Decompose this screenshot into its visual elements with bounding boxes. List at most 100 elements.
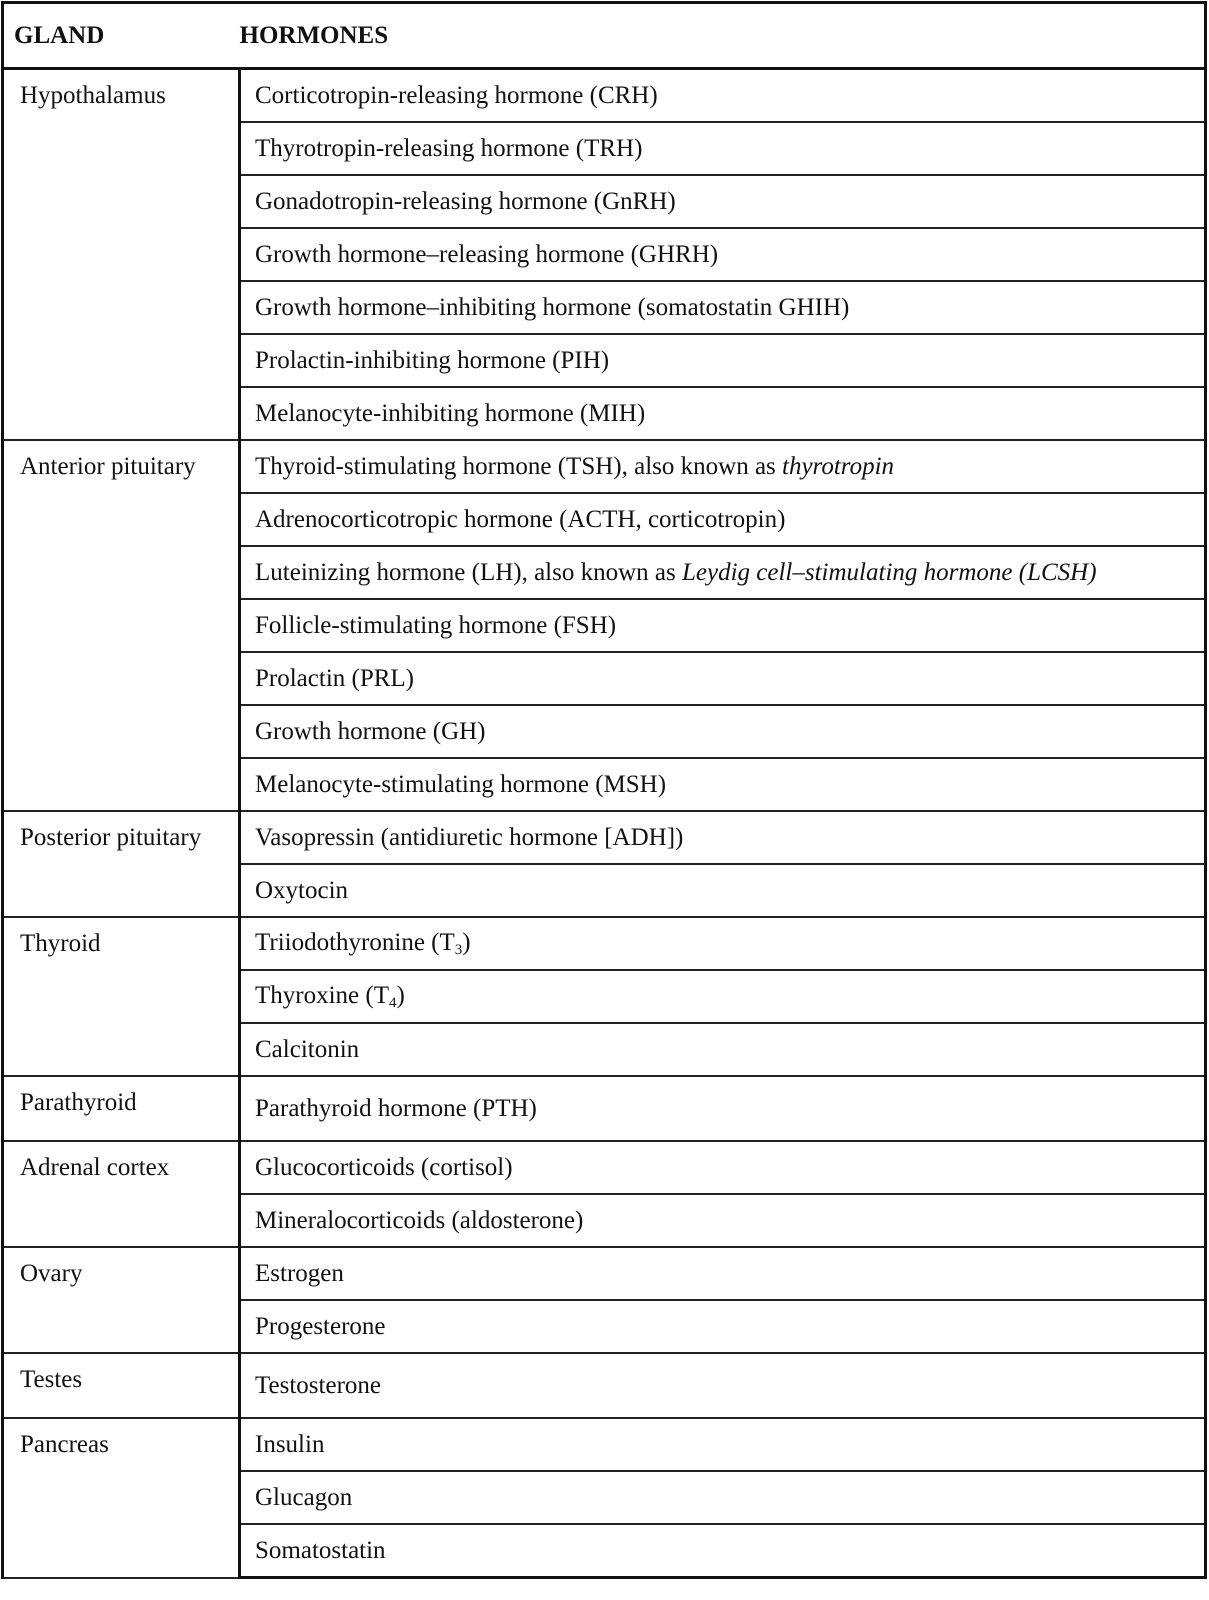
subscript-text: 4 <box>388 994 397 1011</box>
table-row: Mineralocorticoids (aldosterone) <box>3 1193 1207 1248</box>
table-row: Melanocyte-inhibiting hormone (MIH) <box>3 386 1207 441</box>
hormone-cell: Follicle-stimulating hormone (FSH) <box>238 598 1207 653</box>
hormone-text: Follicle-stimulating hormone (FSH) <box>255 611 617 639</box>
table-row: Thyrotropin-releasing hormone (TRH) <box>3 121 1207 176</box>
hormone-cell: Corticotropin-releasing hormone (CRH) <box>238 67 1207 123</box>
table-row: Growth hormone–releasing hormone (GHRH) <box>3 227 1207 282</box>
hormone-cell: Oxytocin <box>238 863 1207 918</box>
subscript-text: 3 <box>454 941 463 958</box>
table-row: Anterior pituitary Thyroid-stimulating ho… <box>1 439 1207 812</box>
hormone-text: Insulin <box>255 1430 325 1458</box>
hormone-text: Melanocyte-inhibiting hormone (MIH) <box>255 399 646 427</box>
hormone-text: Vasopressin (antidiuretic hormone [ADH]) <box>255 823 684 851</box>
hormone-cell: Calcitonin <box>238 1022 1207 1077</box>
hormone-text: Melanocyte-stimulating hormone (MSH) <box>255 770 667 798</box>
table-row: Prolactin (PRL) <box>3 651 1207 706</box>
hormone-cell: Melanocyte-inhibiting hormone (MIH) <box>238 386 1207 441</box>
gland-cell: Posterior pituitary <box>1 810 241 918</box>
table-row: Parathyroid Parathyroid hormone (PTH) <box>1 1075 1207 1142</box>
gland-cell: Parathyroid <box>1 1075 241 1142</box>
hormone-cell: Growth hormone (GH) <box>238 704 1207 759</box>
header-row: GLAND HORMONES <box>1 1 1207 70</box>
table-row: Hypothalamus Corticotropin-releasing horm… <box>1 67 1207 441</box>
table-row: Calcitonin <box>3 1022 1207 1077</box>
table-row: Ovary Estrogen <box>1 1246 1207 1354</box>
hormone-text: Thyroid-stimulating hormone (TSH), also … <box>255 452 783 480</box>
hormone-text: Prolactin (PRL) <box>255 664 415 692</box>
table-row: Thyroid Triiodothyronine (T3) <box>1 916 1207 1077</box>
hormone-text: Thyroxine (T <box>255 981 389 1009</box>
hormone-text: Thyrotropin-releasing hormone (TRH) <box>255 134 643 162</box>
hormone-text: ) <box>462 928 471 956</box>
hormone-cell: Melanocyte-stimulating hormone (MSH) <box>238 757 1207 812</box>
hormone-text: Mineralocorticoids (aldosterone) <box>255 1206 584 1234</box>
table-row: Testes Testosterone <box>1 1352 1207 1419</box>
hormone-cell: Testosterone <box>238 1352 1207 1419</box>
hormone-text: Growth hormone (GH) <box>255 717 486 745</box>
hormone-text: Gonadotropin-releasing hormone (GnRH) <box>255 187 676 215</box>
header-gland: GLAND <box>1 1 240 70</box>
gland-cell: Testes <box>1 1352 241 1419</box>
hormone-text: Corticotropin-releasing hormone (CRH) <box>255 81 658 109</box>
hormone-text: Parathyroid hormone (PTH) <box>255 1094 537 1122</box>
table-row: Adrenal cortex Glucocorticoids (cortisol) <box>1 1140 1207 1248</box>
hormone-cell: Estrogen <box>238 1246 1207 1301</box>
table-body: Hypothalamus Corticotropin-releasing horm… <box>1 67 1207 1579</box>
hormone-text: Prolactin-inhibiting hormone (PIH) <box>255 346 610 374</box>
hormone-cell: Thyroxine (T4) <box>238 969 1207 1024</box>
hormone-text: Growth hormone–inhibiting hormone (somat… <box>255 293 850 321</box>
gland-cell: Thyroid <box>1 916 241 1077</box>
table-row: Pancreas Insulin <box>1 1417 1207 1579</box>
table-row: Luteinizing hormone (LH), also known as … <box>3 545 1207 600</box>
table-row: Posterior pituitary Vasopressin (antidiur… <box>1 810 1207 918</box>
hormone-text: ) <box>396 981 405 1009</box>
hormone-text: Glucocorticoids (cortisol) <box>255 1153 513 1181</box>
header-hormones: HORMONES <box>239 1 1207 70</box>
table-row: Melanocyte-stimulating hormone (MSH) <box>3 757 1207 812</box>
gland-cell: Anterior pituitary <box>1 439 241 812</box>
hormone-cell: Insulin <box>238 1417 1207 1472</box>
table-row: Prolactin-inhibiting hormone (PIH) <box>3 333 1207 388</box>
table-row: Growth hormone (GH) <box>3 704 1207 759</box>
hormone-text: Calcitonin <box>255 1035 360 1063</box>
hormone-cell: Thyroid-stimulating hormone (TSH), also … <box>238 439 1207 494</box>
gland-cell: Adrenal cortex <box>1 1140 241 1248</box>
hormone-cell: Prolactin-inhibiting hormone (PIH) <box>238 333 1207 388</box>
hormone-text: Testosterone <box>255 1371 381 1399</box>
hormone-text: Adrenocorticotropic hormone (ACTH, corti… <box>255 505 786 533</box>
hormone-text: Somatostatin <box>255 1536 386 1564</box>
table-row: Growth hormone–inhibiting hormone (somat… <box>3 280 1207 335</box>
hormone-cell: Growth hormone–releasing hormone (GHRH) <box>238 227 1207 282</box>
hormone-cell: Glucagon <box>238 1470 1207 1525</box>
hormone-cell: Luteinizing hormone (LH), also known as … <box>238 545 1207 600</box>
table-row: Somatostatin <box>3 1523 1207 1579</box>
hormone-text: Progesterone <box>255 1312 386 1340</box>
hormone-cell: Progesterone <box>238 1299 1207 1354</box>
hormone-text: Oxytocin <box>255 876 349 904</box>
hormone-text: Estrogen <box>255 1259 344 1287</box>
hormone-cell: Gonadotropin-releasing hormone (GnRH) <box>238 174 1207 229</box>
hormone-cell: Mineralocorticoids (aldosterone) <box>238 1193 1207 1248</box>
hormone-cell: Thyrotropin-releasing hormone (TRH) <box>238 121 1207 176</box>
hormone-text: Glucagon <box>255 1483 353 1511</box>
hormone-cell: Triiodothyronine (T3) <box>238 916 1207 971</box>
hormone-cell: Somatostatin <box>238 1523 1207 1579</box>
hormone-cell: Vasopressin (antidiuretic hormone [ADH]) <box>238 810 1207 865</box>
table-row: Thyroxine (T4) <box>3 969 1207 1024</box>
table-row: Glucagon <box>3 1470 1207 1525</box>
table-row: Progesterone <box>3 1299 1207 1354</box>
gland-cell: Ovary <box>1 1246 241 1354</box>
table-row: Follicle-stimulating hormone (FSH) <box>3 598 1207 653</box>
gland-cell: Pancreas <box>1 1417 241 1579</box>
table-row: Oxytocin <box>3 863 1207 918</box>
gland-cell: Hypothalamus <box>1 67 241 441</box>
table-row: Gonadotropin-releasing hormone (GnRH) <box>3 174 1207 229</box>
hormone-cell: Glucocorticoids (cortisol) <box>238 1140 1207 1195</box>
hormone-cell: Growth hormone–inhibiting hormone (somat… <box>238 280 1207 335</box>
hormone-cell: Prolactin (PRL) <box>238 651 1207 706</box>
hormone-text: Triiodothyronine (T <box>255 928 455 956</box>
hormone-cell: Adrenocorticotropic hormone (ACTH, corti… <box>238 492 1207 547</box>
hormone-text: Growth hormone–releasing hormone (GHRH) <box>255 240 719 268</box>
hormone-cell: Parathyroid hormone (PTH) <box>238 1075 1207 1142</box>
